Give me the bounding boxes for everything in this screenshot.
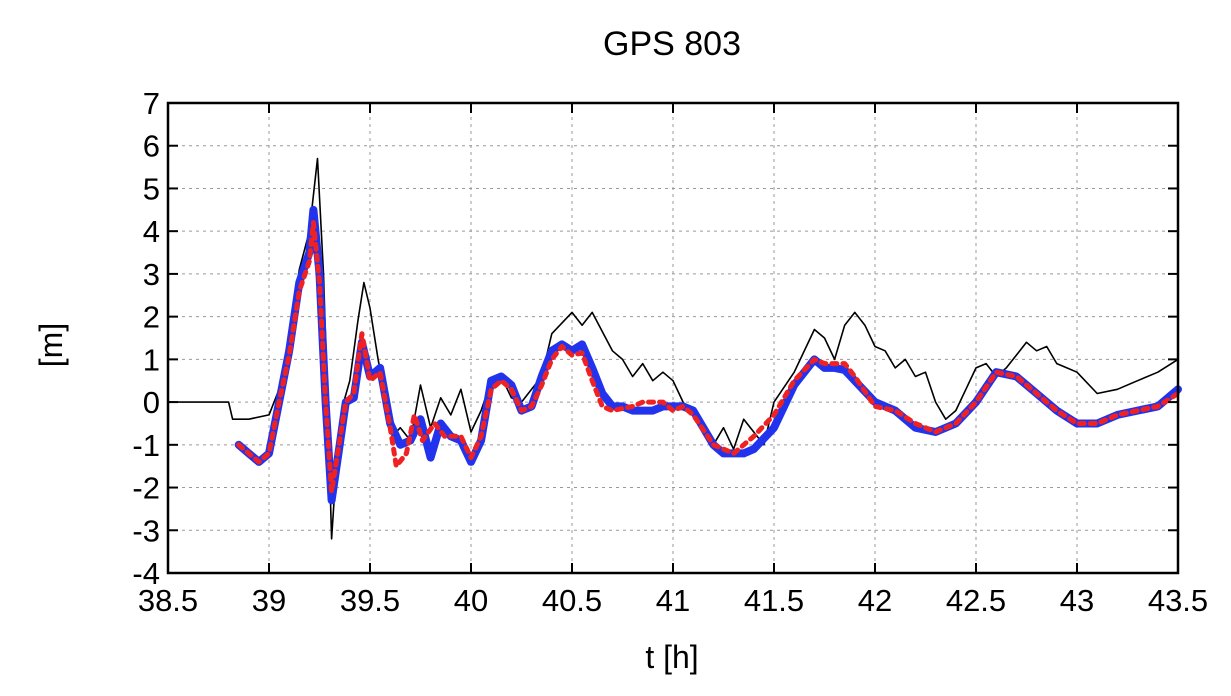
x-tick-label: 40 <box>454 583 488 618</box>
x-tick-label: 39 <box>252 583 286 618</box>
y-tick-label: 2 <box>143 300 160 335</box>
y-tick-label: 6 <box>143 129 160 164</box>
x-tick-label: 39.5 <box>340 583 400 618</box>
y-tick-label: 3 <box>143 257 160 292</box>
x-tick-label: 42.5 <box>946 583 1006 618</box>
y-tick-label: -2 <box>132 471 160 506</box>
y-tick-label: 1 <box>143 342 160 377</box>
axis-ticks: 38.5 39 39.5 40 40.5 41 41.5 42 42.5 43 43.5-4-3-2… <box>132 86 1208 618</box>
series-group <box>168 157 1182 540</box>
y-tick-label: 4 <box>143 214 160 249</box>
x-tick-label: 38.5 <box>138 583 198 618</box>
y-tick-label: 5 <box>143 171 160 206</box>
y-tick-label: 0 <box>143 385 160 420</box>
series-line-3 <box>236 220 1181 495</box>
x-tick-label: 42 <box>858 583 892 618</box>
y-tick-label: -4 <box>132 556 160 591</box>
series-line-1 <box>168 157 1179 540</box>
y-tick-label: -3 <box>132 513 160 548</box>
x-tick-label: 41.5 <box>744 583 804 618</box>
x-tick-label: 40.5 <box>542 583 602 618</box>
series-line-2 <box>234 205 1182 505</box>
x-tick-label: 43 <box>1060 583 1094 618</box>
chart-title: GPS 803 <box>603 25 741 63</box>
plot-frame <box>166 101 1180 575</box>
y-axis-label: [m] <box>33 323 69 367</box>
y-tick-label: -1 <box>132 428 160 463</box>
x-axis-label: t [h] <box>645 639 698 675</box>
y-tick-label: 7 <box>143 86 160 121</box>
x-tick-label: 43.5 <box>1148 583 1208 618</box>
x-tick-label: 41 <box>656 583 690 618</box>
